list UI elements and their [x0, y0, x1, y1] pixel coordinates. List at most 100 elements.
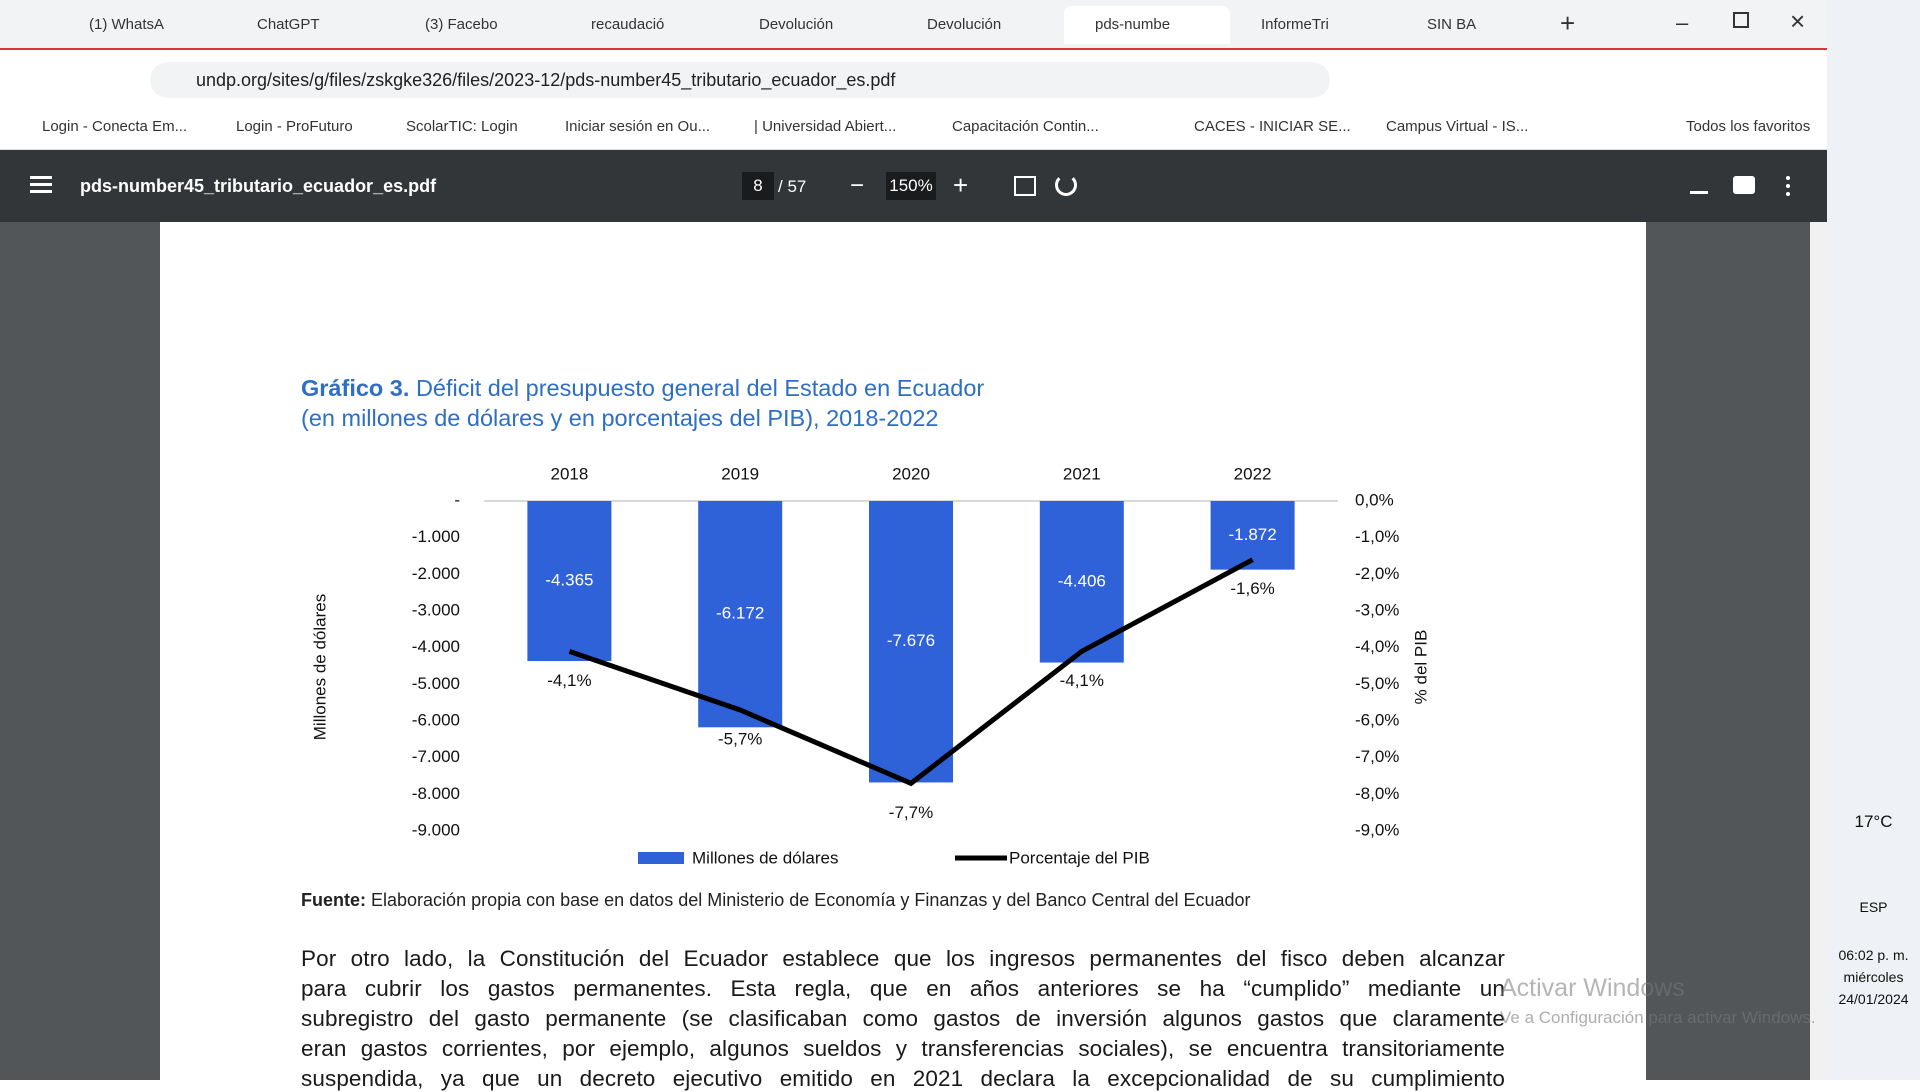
scrollbar[interactable] — [1810, 222, 1827, 1080]
bar — [869, 501, 953, 783]
bookmark[interactable]: Login - Conecta Em... — [42, 118, 188, 135]
bookmark[interactable]: Campus Virtual - IS... — [1386, 118, 1529, 135]
legend-swatch — [638, 852, 684, 864]
x-tick-label: 2021 — [1063, 464, 1101, 483]
bar-value-label: -1.872 — [1228, 525, 1276, 544]
tab-strip: (1) WhatsA ChatGPT (3) Facebo recaudació… — [0, 0, 1827, 50]
y-tick-label: -1.000 — [412, 527, 460, 546]
y2-tick-label: -6,0% — [1355, 710, 1399, 729]
y-tick-label: - — [454, 490, 460, 509]
y2-tick-label: -2,0% — [1355, 564, 1399, 583]
bookmark[interactable]: Login - ProFuturo — [236, 118, 353, 135]
y-tick-label: -2.000 — [412, 564, 460, 583]
bar — [1210, 501, 1295, 570]
y2-tick-label: -7,0% — [1355, 747, 1399, 766]
x-tick-label: 2019 — [721, 464, 759, 483]
all-bookmarks[interactable]: Todos los favoritos — [1686, 118, 1811, 135]
close[interactable]: × — [1790, 6, 1806, 36]
tab[interactable]: InformeTri — [1261, 16, 1329, 33]
pdf-filename: pds-number45_tributario_ecuador_es.pdf — [80, 176, 437, 196]
download[interactable] — [1690, 178, 1708, 194]
watermark-title: Activar Windows — [1500, 974, 1685, 1002]
clock-weekday[interactable]: miércoles — [1843, 969, 1904, 985]
tab-active[interactable]: pds-numbe — [1064, 6, 1230, 44]
more[interactable] — [1786, 176, 1790, 180]
weather[interactable]: 17°C — [1854, 812, 1893, 831]
source-note: Fuente: Elaboración propia con base en d… — [301, 890, 1251, 911]
bar-value-label: -7.676 — [887, 631, 935, 650]
pdf-toolbar: pds-number45_tributario_ecuador_es.pdf 8… — [0, 150, 1827, 222]
y2-tick-label: 0,0% — [1355, 490, 1394, 509]
fit-page[interactable] — [1014, 176, 1036, 196]
line-value-label: -1,6% — [1230, 579, 1274, 598]
zoom-out[interactable]: − — [850, 172, 865, 199]
bar-value-label: -6.172 — [716, 604, 764, 623]
tab[interactable]: Devolución — [759, 16, 834, 33]
line-series — [568, 557, 1254, 787]
zoom-in[interactable]: + — [953, 170, 969, 200]
tab[interactable]: Devolución — [927, 16, 1002, 33]
line-value-label: -4,1% — [547, 671, 591, 690]
bar-value-label: -4.406 — [1058, 571, 1106, 590]
chart-subtitle: (en millones de dólares y en porcentajes… — [301, 405, 939, 431]
y2-tick-label: -8,0% — [1355, 784, 1399, 803]
bookmark[interactable]: Capacitación Contin... — [952, 118, 1099, 135]
minimize[interactable]: – — [1676, 10, 1689, 35]
zoom-level[interactable]: 150% — [886, 172, 936, 200]
bar — [698, 501, 783, 728]
line-value-label: -7,7% — [889, 803, 933, 822]
chart-title-text: Déficit del presupuesto general del Esta… — [415, 375, 985, 401]
paragraph-line: eran gastos corrientes, por ejemplo, alg… — [301, 1036, 1505, 1061]
y2-tick-label: -1,0% — [1355, 527, 1399, 546]
new-tab[interactable]: + — [1560, 8, 1576, 38]
paragraph-line: suspendida, ya que un decreto ejecutivo … — [301, 1066, 1505, 1091]
bookmark[interactable]: ScolarTIC: Login — [406, 118, 518, 135]
paragraph-line: para cubrir los gastos permanentes. Esta… — [301, 976, 1505, 1001]
x-tick-label: 2022 — [1234, 464, 1272, 483]
y-tick-label: -8.000 — [412, 784, 460, 803]
y-tick-label: -3.000 — [412, 600, 460, 619]
y-tick-label: -9.000 — [412, 820, 460, 839]
page-input[interactable]: 8 — [742, 172, 774, 200]
y2-tick-label: -5,0% — [1355, 674, 1399, 693]
y2-axis-title: % del PIB — [1411, 630, 1430, 705]
chart-title: Gráfico 3. Déficit del presupuesto gener… — [301, 375, 984, 402]
bookmark[interactable]: | Universidad Abiert... — [754, 118, 897, 135]
paragraph-line: subregistro del gasto permanente (se cla… — [301, 1006, 1505, 1031]
tab[interactable]: (1) WhatsA — [89, 16, 165, 33]
bar-value-label: -4.365 — [545, 571, 593, 590]
legend-label: Millones de dólares — [692, 848, 838, 867]
x-tick-label: 2020 — [892, 464, 930, 483]
bar — [527, 501, 612, 662]
tab[interactable]: SIN BA — [1427, 16, 1477, 33]
clock-time[interactable]: 06:02 p. m. — [1838, 947, 1909, 963]
bookmark[interactable]: CACES - INICIAR SE... — [1194, 118, 1351, 135]
language[interactable]: ESP — [1859, 899, 1888, 915]
tab[interactable]: (3) Facebo — [425, 16, 498, 33]
y2-tick-label: -4,0% — [1355, 637, 1399, 656]
tab[interactable]: recaudació — [591, 16, 665, 33]
bookmarks-bar — [0, 108, 1827, 150]
y-tick-label: -6.000 — [412, 710, 460, 729]
y2-tick-label: -9,0% — [1355, 820, 1399, 839]
y2-tick-label: -3,0% — [1355, 600, 1399, 619]
print[interactable] — [1733, 176, 1755, 194]
clock-date[interactable]: 24/01/2024 — [1838, 991, 1909, 1007]
tab[interactable]: ChatGPT — [257, 16, 320, 33]
menu-icon[interactable] — [30, 176, 52, 179]
y-tick-label: -4.000 — [412, 637, 460, 656]
y-axis-title: Millones de dólares — [310, 594, 329, 740]
chart-title-prefix: Gráfico 3. — [301, 375, 410, 401]
x-tick-label: 2018 — [550, 464, 588, 483]
source-label: Fuente: — [301, 890, 366, 910]
line-value-label: -4,1% — [1060, 671, 1104, 690]
y-tick-label: -7.000 — [412, 747, 460, 766]
maximize[interactable] — [1733, 12, 1749, 28]
address-bar[interactable]: undp.org/sites/g/files/zskgke326/files/2… — [150, 62, 1330, 98]
source-text: Elaboración propia con base en datos del… — [371, 890, 1251, 910]
bookmark[interactable]: Iniciar sesión en Ou... — [565, 118, 711, 135]
watermark-text: Ve a Configuración para activar Windows. — [1500, 1008, 1816, 1027]
y-tick-label: -5.000 — [412, 674, 460, 693]
rotate[interactable] — [1055, 174, 1077, 196]
